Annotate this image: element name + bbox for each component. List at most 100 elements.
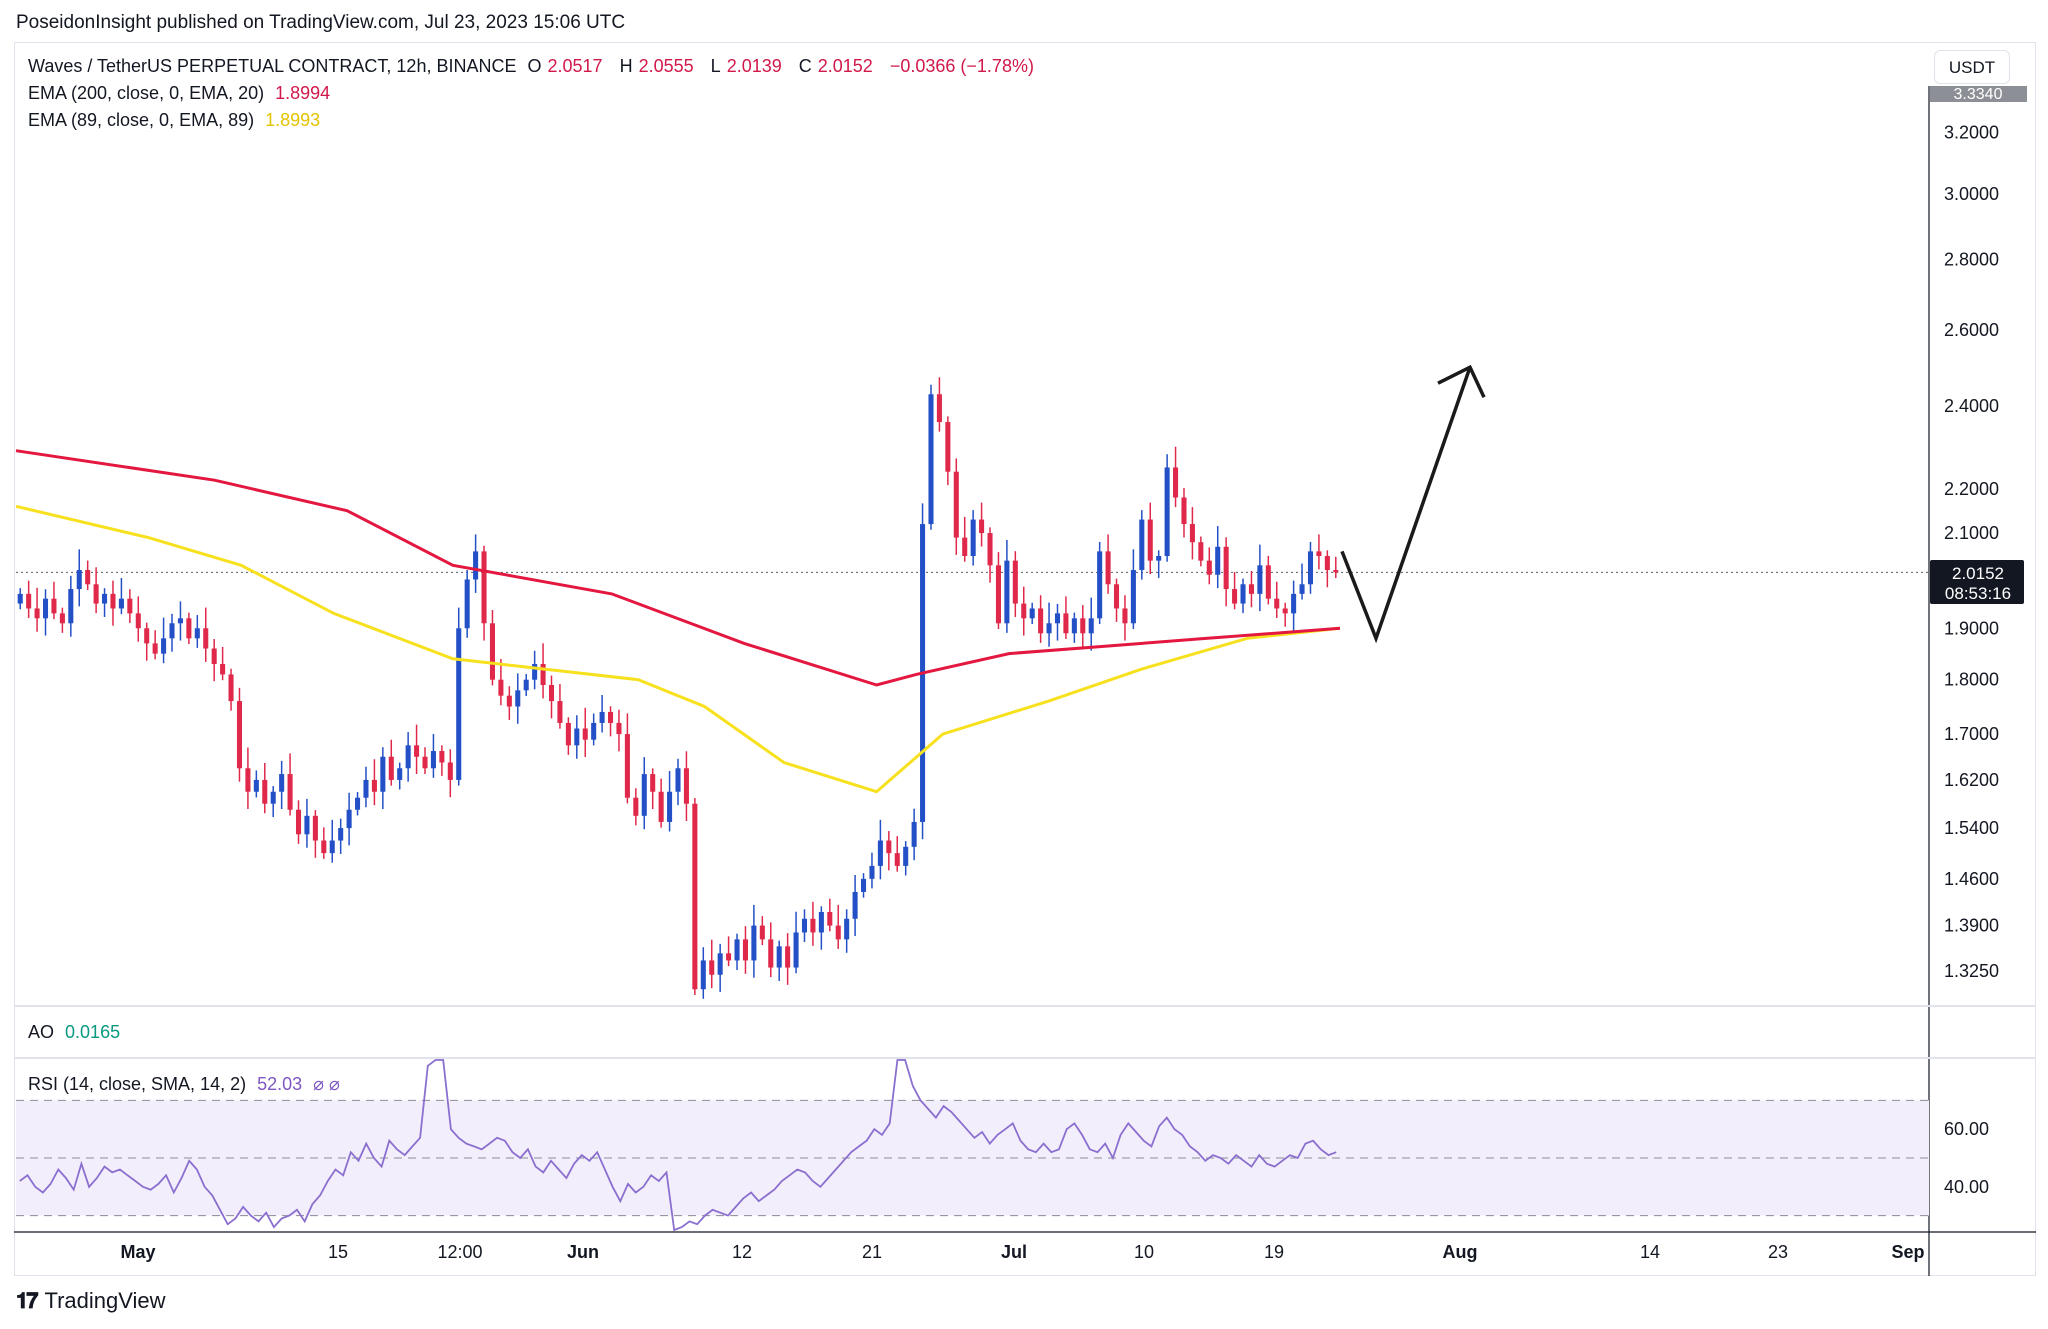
candle-body — [312, 815, 318, 841]
time-tick-label: May — [120, 1242, 155, 1262]
candle-body — [211, 648, 217, 664]
ema200-label: EMA (200, close, 0, EMA, 20) — [28, 83, 265, 103]
candle-body — [1232, 589, 1238, 604]
arrow-head-icon — [1437, 364, 1486, 398]
projection-arrow — [1340, 366, 1472, 644]
low-label: L — [710, 56, 721, 76]
rsi-line — [19, 1059, 1337, 1232]
ema89-legend[interactable]: EMA (89, close, 0, EMA, 89) 1.8993 — [28, 110, 326, 131]
currency-button[interactable]: USDT — [1934, 50, 2010, 84]
candle-body — [1198, 542, 1204, 561]
candle-body — [810, 918, 816, 933]
candle-body — [17, 593, 23, 604]
symbol-name[interactable]: Waves / TetherUS PERPETUAL CONTRACT, 12h… — [28, 56, 517, 76]
time-tick-label: 15 — [328, 1242, 348, 1262]
candle-body — [557, 701, 563, 723]
ao-legend[interactable]: AO 0.0165 — [28, 1022, 126, 1043]
tradingview-logo[interactable]: 𝟏𝟕 TradingView — [16, 1288, 166, 1314]
rsi-tick-label: 60.00 — [1944, 1119, 1989, 1139]
candle-body — [793, 932, 799, 968]
candle-body — [903, 846, 909, 866]
candle-body — [321, 840, 327, 854]
candle-body — [85, 570, 91, 585]
candle-body — [945, 422, 951, 472]
candle-body — [624, 734, 630, 798]
rsi-extra-values: ⌀ ⌀ — [313, 1074, 340, 1094]
rsi-legend[interactable]: RSI (14, close, SMA, 14, 2) 52.03 ⌀ ⌀ — [28, 1074, 346, 1095]
candle-body — [1223, 546, 1229, 590]
candle-body — [768, 939, 774, 968]
candle-body — [26, 593, 32, 609]
price-tick-label: 1.7000 — [1944, 724, 1999, 744]
candle-body — [995, 565, 1001, 624]
candle-body — [633, 797, 639, 816]
candle-body — [1173, 467, 1179, 498]
candle-body — [481, 551, 487, 624]
ema89-value: 1.8993 — [265, 110, 321, 130]
top-price-label: 3.3340 — [1954, 86, 2003, 103]
candle-body — [253, 779, 259, 792]
candle-body — [287, 774, 293, 810]
candle-body — [1274, 598, 1280, 609]
candle-body — [1257, 565, 1263, 594]
candle-body — [574, 728, 580, 746]
high-value: 2.0555 — [638, 56, 694, 76]
candle-body — [1324, 555, 1330, 571]
rsi-label: RSI (14, close, SMA, 14, 2) — [28, 1074, 247, 1094]
candle-body — [203, 628, 209, 649]
candle-body — [962, 537, 968, 556]
candle-body — [852, 891, 858, 919]
candle-body — [641, 774, 647, 816]
ema200-line — [15, 449, 1341, 687]
candle-body — [498, 679, 504, 696]
time-tick-label: Jun — [567, 1242, 599, 1262]
price-tick-label: 2.1000 — [1944, 523, 1999, 543]
time-tick-label: 23 — [1768, 1242, 1788, 1262]
candle-body — [102, 593, 108, 604]
candle-body — [152, 643, 158, 654]
time-tick-label: 12:00 — [437, 1242, 482, 1262]
candle-body — [414, 745, 420, 757]
price-axis: 3.2000 3.0000 2.8000 2.6000 2.4000 2.2000 2.10… — [1944, 122, 1999, 1196]
candle-body — [1097, 551, 1103, 619]
candle-body — [734, 939, 740, 961]
candle-body — [650, 774, 656, 792]
ema89-line — [15, 504, 1341, 794]
candle-body — [304, 815, 310, 835]
candle-body — [346, 809, 352, 829]
candle-body — [194, 628, 200, 639]
candle-body — [844, 918, 850, 940]
price-tick-label: 1.4600 — [1944, 869, 1999, 889]
ema89-label: EMA (89, close, 0, EMA, 89) — [28, 110, 255, 130]
candle-body — [700, 960, 706, 990]
candle-body — [506, 695, 512, 707]
candle-body — [363, 779, 369, 798]
candle-body — [59, 613, 65, 624]
candle-body — [397, 768, 403, 780]
price-tick-label: 2.8000 — [1944, 249, 1999, 269]
candle-body — [936, 394, 942, 423]
candle-body — [599, 711, 605, 723]
symbol-legend: Waves / TetherUS PERPETUAL CONTRACT, 12h… — [28, 56, 1040, 77]
price-pane — [15, 364, 1929, 999]
candle-body — [405, 745, 411, 769]
time-tick-label: 21 — [862, 1242, 882, 1262]
candle-body — [523, 679, 529, 691]
candle-body — [776, 946, 782, 968]
ema200-legend[interactable]: EMA (200, close, 0, EMA, 20) 1.8994 — [28, 83, 336, 104]
candle-body — [1046, 623, 1052, 634]
open-label: O — [527, 56, 542, 76]
candle-body — [726, 953, 732, 961]
price-tick-label: 1.3250 — [1944, 961, 1999, 981]
candle-body — [355, 797, 361, 810]
candle-body — [785, 946, 791, 968]
candle-body — [869, 865, 875, 879]
candle-body — [34, 608, 40, 619]
price-tick-label: 3.0000 — [1944, 184, 1999, 204]
tradingview-mark-icon: 𝟏𝟕 — [16, 1288, 39, 1313]
candle-body — [1164, 467, 1170, 556]
time-tick-label: 19 — [1264, 1242, 1284, 1262]
candle-body — [118, 598, 124, 609]
candle-body — [591, 722, 597, 740]
